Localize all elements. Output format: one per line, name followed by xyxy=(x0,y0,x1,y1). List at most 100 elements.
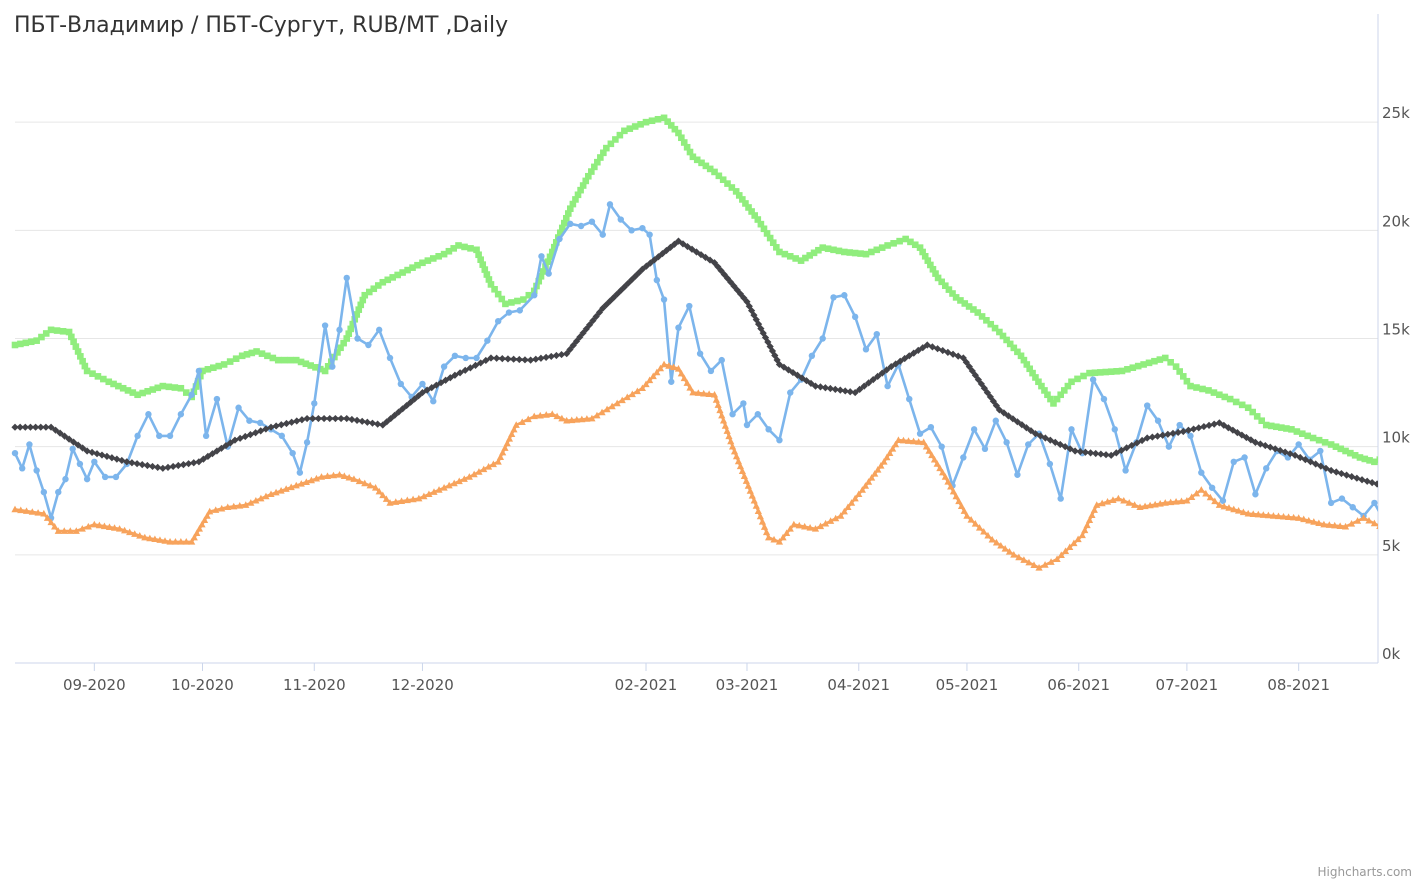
data-point xyxy=(971,520,979,527)
data-point xyxy=(745,204,752,211)
data-point xyxy=(1064,382,1072,390)
data-point xyxy=(1310,518,1318,525)
data-point xyxy=(383,418,391,426)
data-point xyxy=(1035,378,1042,386)
data-point xyxy=(494,317,502,325)
data-point xyxy=(1273,423,1280,431)
data-point xyxy=(902,235,909,243)
data-point xyxy=(484,337,491,344)
data-point xyxy=(213,447,221,455)
data-point xyxy=(535,277,543,285)
data-point xyxy=(1244,404,1252,412)
data-point xyxy=(934,274,942,282)
data-point xyxy=(599,304,607,312)
data-point xyxy=(1278,424,1285,431)
data-point xyxy=(1003,336,1010,344)
data-point xyxy=(65,435,73,443)
data-point xyxy=(683,242,692,251)
data-point xyxy=(461,366,469,374)
x-tick-label: 09-2020 xyxy=(63,676,126,694)
data-point xyxy=(944,348,952,357)
data-point xyxy=(1009,415,1017,423)
data-point xyxy=(174,461,182,470)
data-point xyxy=(336,326,343,334)
data-point xyxy=(701,253,710,261)
data-point xyxy=(248,349,256,357)
data-point xyxy=(759,329,767,337)
data-point xyxy=(736,462,745,470)
data-point xyxy=(530,412,538,420)
data-point xyxy=(1174,428,1182,437)
y-tick-label: 25k xyxy=(1382,104,1410,122)
data-point xyxy=(1288,426,1295,433)
data-point xyxy=(919,344,927,352)
data-point xyxy=(386,499,394,506)
x-tick-label: 12-2020 xyxy=(391,676,454,694)
data-point xyxy=(320,414,328,423)
data-point xyxy=(1336,522,1344,529)
data-point xyxy=(95,521,103,529)
data-point xyxy=(1338,495,1346,502)
data-point xyxy=(566,205,574,212)
data-point xyxy=(1085,516,1094,524)
data-point xyxy=(1080,372,1087,380)
data-point xyxy=(716,406,724,414)
data-point xyxy=(450,479,458,487)
data-point xyxy=(504,355,512,363)
data-point xyxy=(631,123,639,130)
data-point xyxy=(473,246,480,254)
data-point xyxy=(440,250,448,258)
data-point xyxy=(202,432,210,440)
data-point xyxy=(735,192,743,199)
data-point xyxy=(1118,367,1126,375)
credits-link[interactable]: Highcharts.com xyxy=(1318,865,1412,879)
data-point xyxy=(553,412,561,420)
data-point xyxy=(337,414,345,423)
data-point xyxy=(480,465,488,473)
data-point xyxy=(706,165,714,173)
data-point xyxy=(134,432,141,440)
data-point xyxy=(1241,454,1248,461)
data-point xyxy=(660,296,668,303)
data-point xyxy=(745,302,753,310)
data-point xyxy=(1107,451,1115,459)
data-point xyxy=(957,297,964,304)
data-point xyxy=(1041,561,1049,568)
data-point xyxy=(988,535,996,543)
data-point xyxy=(1315,519,1323,527)
data-point xyxy=(591,163,598,171)
data-point xyxy=(231,436,239,444)
data-point xyxy=(728,442,737,450)
data-point xyxy=(115,525,124,532)
data-point xyxy=(679,240,687,248)
data-point xyxy=(707,367,715,375)
data-point xyxy=(171,538,180,545)
data-point xyxy=(56,429,64,437)
data-point xyxy=(1141,502,1149,510)
chart-title: ПБТ-Владимир / ПБТ-Сургут, RUB/MT ,Daily xyxy=(14,13,508,38)
data-point xyxy=(1197,486,1205,493)
data-point xyxy=(343,335,351,342)
data-point xyxy=(705,390,713,398)
data-point xyxy=(1047,558,1055,565)
data-point xyxy=(53,327,61,334)
data-point xyxy=(314,414,323,423)
data-point xyxy=(974,376,982,384)
data-point xyxy=(199,455,208,463)
data-point xyxy=(857,250,864,257)
data-point xyxy=(226,439,235,447)
data-point xyxy=(309,414,317,423)
data-point xyxy=(680,139,688,146)
data-point xyxy=(384,276,392,284)
data-point xyxy=(289,449,296,457)
data-point xyxy=(350,475,358,482)
data-point xyxy=(387,414,395,423)
data-point xyxy=(1081,448,1090,456)
data-point xyxy=(562,215,570,222)
data-point xyxy=(514,297,521,305)
data-point xyxy=(267,423,275,431)
data-point xyxy=(312,474,321,482)
data-point xyxy=(481,266,489,273)
data-point xyxy=(246,417,253,424)
